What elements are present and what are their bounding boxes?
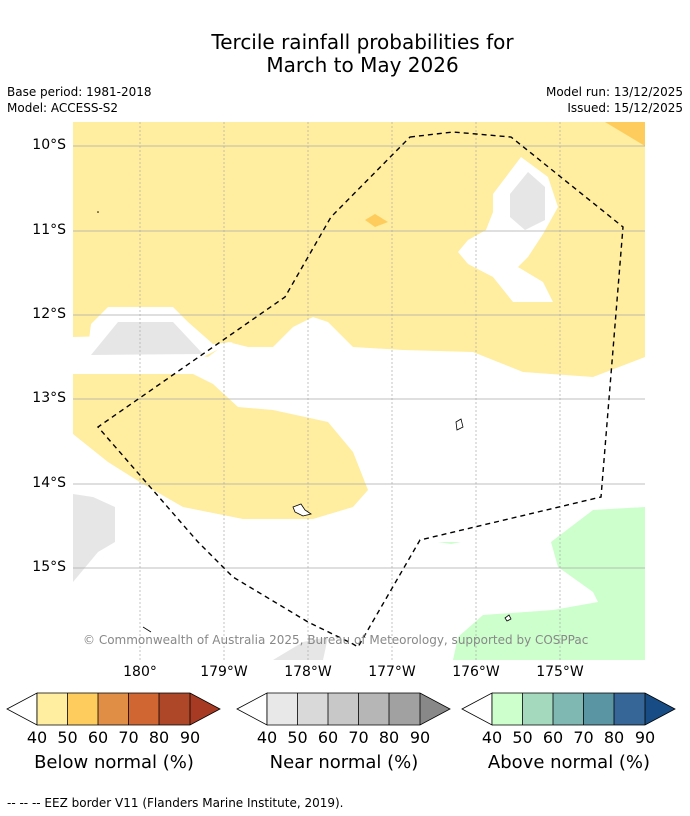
cb-below-0 — [37, 693, 68, 725]
below-normal-patch-small — [365, 214, 388, 227]
cb-above-0 — [492, 693, 523, 725]
map-panel — [73, 122, 645, 660]
cb-above-tick-60: 60 — [542, 728, 564, 747]
lon-label-176w: 176°W — [452, 664, 500, 680]
cb-near-tick-60: 60 — [317, 728, 339, 747]
lat-label-10s: 10°S — [32, 137, 66, 153]
island-south — [292, 503, 312, 517]
copyright-text: © Commonwealth of Australia 2025, Bureau… — [83, 633, 589, 647]
lat-label-14s: 14°S — [32, 475, 66, 491]
model-run: Model run: 13/12/2025 — [545, 85, 683, 99]
gridlines — [73, 122, 645, 660]
lon-label-179w: 179°W — [200, 664, 248, 680]
island-east — [455, 418, 464, 431]
cb-below-3 — [128, 693, 159, 725]
colorbar-below-normal — [6, 692, 221, 726]
near-normal-patch-s — [273, 637, 328, 660]
lat-label-12s: 12°S — [32, 306, 66, 322]
cb-near-4 — [389, 693, 420, 725]
cb-above-tick-90: 90 — [634, 728, 656, 747]
cb-below-tick-50: 50 — [57, 728, 78, 747]
cb-above-5 — [645, 693, 675, 725]
colorbar-near-normal — [236, 692, 451, 726]
meta-right: Model run: 13/12/2025 Issued: 15/12/2025 — [546, 84, 683, 116]
near-normal-patch-w — [91, 322, 203, 355]
below-normal-label: Below normal (%) — [34, 752, 194, 773]
island-tiny — [504, 614, 512, 622]
eez-border — [96, 131, 624, 648]
map-title: Tercile rainfall probabilities for March… — [0, 31, 690, 77]
cb-below-1 — [67, 693, 98, 725]
cb-above-2 — [553, 693, 584, 725]
cb-below-4 — [159, 693, 190, 725]
island-dot — [142, 626, 152, 633]
above-normal-label: Above normal (%) — [487, 752, 651, 773]
cb-above-3 — [583, 693, 614, 725]
cb-below-5 — [190, 693, 220, 725]
cb-below-tick-90: 90 — [179, 728, 201, 747]
cb-above-tick-70: 70 — [573, 728, 594, 747]
cb-near-1 — [297, 693, 328, 725]
colorbar-above-normal — [461, 692, 676, 726]
model-name: Model: ACCESS-S2 — [7, 101, 119, 115]
near-normal-patch-sw — [73, 494, 115, 582]
title-line-1: Tercile rainfall probabilities for — [211, 30, 514, 54]
above-normal-patch-small — [438, 542, 461, 544]
cb-near-tick-50: 50 — [287, 728, 308, 747]
cb-near-tick-80: 80 — [378, 728, 400, 747]
cb-above-tick-40: 40 — [481, 728, 503, 747]
cb-near-0 — [267, 693, 298, 725]
base-period: Base period: 1981-2018 — [7, 85, 152, 99]
title-line-2: March to May 2026 — [266, 53, 459, 77]
cb-below-2 — [98, 693, 129, 725]
cb-below-tick-80: 80 — [148, 728, 170, 747]
eez-footer-note: -- -- -- EEZ border V11 (Flanders Marine… — [7, 796, 344, 810]
near-normal-label: Near normal (%) — [269, 752, 419, 773]
issued-date: Issued: 15/12/2025 — [567, 101, 683, 115]
lat-label-15s: 15°S — [32, 559, 66, 575]
near-normal-patch-ne — [510, 172, 545, 230]
cb-near-5 — [420, 693, 450, 725]
lon-label-180: 180° — [123, 664, 157, 680]
cb-below-tick-70: 70 — [118, 728, 139, 747]
cb-below-tick-40: 40 — [26, 728, 48, 747]
cb-near-2 — [328, 693, 359, 725]
cb-near-tick-70: 70 — [348, 728, 369, 747]
cb-near-3 — [358, 693, 389, 725]
lon-label-177w: 177°W — [368, 664, 416, 680]
cb-above-tick-80: 80 — [603, 728, 625, 747]
below-normal-region-south — [73, 374, 368, 519]
lat-label-13s: 13°S — [32, 390, 66, 406]
map-svg — [73, 122, 645, 660]
cb-above-tick-50: 50 — [512, 728, 533, 747]
cb-near-tick-90: 90 — [409, 728, 431, 747]
cb-above-1 — [522, 693, 553, 725]
cb-above-4 — [614, 693, 645, 725]
lat-label-11s: 11°S — [32, 222, 66, 238]
below-normal-patch-ne — [605, 122, 645, 146]
meta-left: Base period: 1981-2018 Model: ACCESS-S2 — [7, 84, 152, 116]
cb-near-tick-40: 40 — [256, 728, 278, 747]
lon-label-178w: 178°W — [284, 664, 332, 680]
cb-below-tick-60: 60 — [87, 728, 109, 747]
above-normal-region-se — [453, 507, 645, 660]
lon-label-175w: 175°W — [536, 664, 584, 680]
